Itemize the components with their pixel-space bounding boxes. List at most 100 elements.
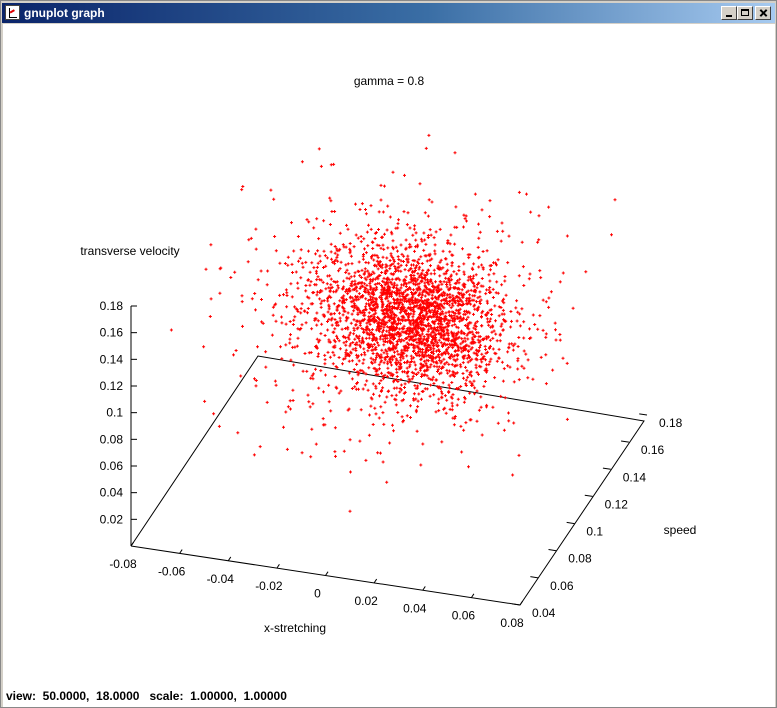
data-point xyxy=(517,336,521,339)
data-point xyxy=(446,319,450,323)
scatter-3d-plot[interactable]: gamma = 0.8 transverse velocity x-stretc… xyxy=(3,24,775,688)
data-point xyxy=(341,301,345,305)
data-point xyxy=(385,320,389,324)
data-point xyxy=(416,386,419,390)
data-point xyxy=(467,465,470,469)
data-point xyxy=(336,336,339,340)
data-point xyxy=(406,374,410,378)
data-point xyxy=(441,305,445,309)
data-point xyxy=(488,199,492,203)
data-point xyxy=(394,345,398,349)
data-point xyxy=(414,323,418,327)
data-point xyxy=(387,389,391,393)
data-point xyxy=(435,365,439,369)
data-point xyxy=(522,320,526,324)
data-point xyxy=(405,257,409,261)
data-point xyxy=(554,328,557,332)
data-point xyxy=(439,332,443,336)
data-point xyxy=(549,290,553,294)
data-point xyxy=(452,316,456,320)
data-point xyxy=(438,316,442,319)
data-point xyxy=(320,322,324,326)
data-point xyxy=(435,326,439,329)
data-point xyxy=(394,398,398,402)
close-button[interactable] xyxy=(755,6,771,20)
data-point xyxy=(249,236,253,240)
data-point xyxy=(455,314,459,318)
data-point xyxy=(389,263,393,267)
data-point xyxy=(474,288,477,292)
z-tick-label: 0.18 xyxy=(100,299,124,313)
data-point xyxy=(402,210,406,214)
data-point xyxy=(285,294,289,297)
data-point xyxy=(382,361,386,365)
data-point xyxy=(376,262,380,266)
data-point xyxy=(459,342,463,346)
data-point xyxy=(474,363,478,367)
data-point xyxy=(429,264,432,268)
data-point xyxy=(364,212,368,216)
data-point xyxy=(472,351,476,355)
data-point xyxy=(452,314,456,318)
data-point xyxy=(470,357,474,361)
data-point xyxy=(398,355,402,359)
z-tick-label: 0.02 xyxy=(100,512,124,526)
data-point xyxy=(453,281,457,285)
maximize-button[interactable] xyxy=(737,6,753,20)
data-point xyxy=(317,340,321,344)
data-point xyxy=(443,314,447,318)
data-point xyxy=(385,278,389,281)
data-point xyxy=(411,269,415,273)
data-point xyxy=(406,254,410,258)
data-point xyxy=(379,183,383,187)
title-bar[interactable]: gnuplot graph xyxy=(2,3,775,23)
data-point xyxy=(509,325,513,329)
data-point xyxy=(355,362,359,366)
data-point xyxy=(456,326,460,330)
data-point xyxy=(322,390,325,394)
data-point xyxy=(296,336,300,340)
y-tick-label: 0.04 xyxy=(532,606,556,620)
data-point xyxy=(260,298,263,301)
data-point xyxy=(381,460,385,464)
data-point xyxy=(467,256,471,260)
data-point xyxy=(499,306,503,309)
data-point xyxy=(433,249,437,253)
data-point xyxy=(334,280,338,284)
data-point xyxy=(445,299,449,303)
data-point xyxy=(313,317,317,321)
data-point xyxy=(423,342,427,345)
data-point xyxy=(514,306,518,310)
data-point xyxy=(391,316,395,320)
data-point xyxy=(461,356,465,359)
data-point xyxy=(316,290,319,294)
data-point xyxy=(584,270,588,274)
gnuplot-app-icon[interactable] xyxy=(5,5,20,20)
data-point xyxy=(374,355,378,359)
data-point xyxy=(419,314,422,318)
data-point xyxy=(439,299,443,303)
data-point xyxy=(433,285,437,289)
data-point xyxy=(299,311,303,315)
minimize-button[interactable] xyxy=(721,6,737,20)
z-tick-label: 0.16 xyxy=(100,326,124,340)
data-point xyxy=(392,344,396,348)
data-point xyxy=(266,269,270,273)
data-point xyxy=(408,302,412,306)
data-point xyxy=(352,245,356,249)
data-point xyxy=(475,370,479,374)
data-point xyxy=(338,311,341,315)
data-point xyxy=(462,428,466,432)
data-point xyxy=(427,327,431,331)
data-point xyxy=(441,381,445,385)
data-point xyxy=(448,299,452,303)
data-point xyxy=(400,298,404,302)
data-point xyxy=(446,371,450,375)
data-point xyxy=(450,396,454,400)
data-point xyxy=(387,319,391,322)
data-point xyxy=(467,301,471,305)
data-point xyxy=(512,421,516,425)
data-point xyxy=(342,297,346,301)
data-point xyxy=(437,338,441,342)
data-point xyxy=(511,473,515,477)
